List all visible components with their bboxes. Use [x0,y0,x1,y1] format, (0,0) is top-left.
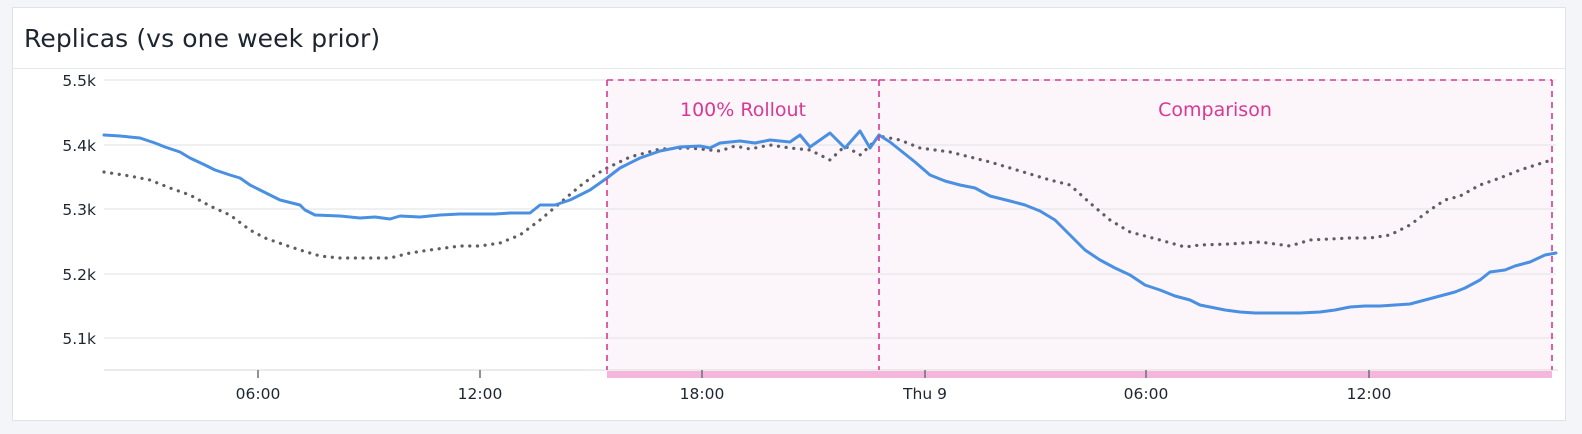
rollout-region[interactable] [607,80,879,370]
comparison-annotation-label: Comparison [1158,99,1272,121]
series-prior-week[interactable] [102,134,1554,260]
x-tick-label: 06:00 [236,385,281,403]
comparison-region[interactable] [879,80,1552,370]
x-tick-label: 06:00 [1124,385,1169,403]
widget-header[interactable]: Replicas (vs one week prior) [13,8,1565,69]
y-tick-label: 5.5k [62,72,96,90]
rollout-annotation-label: 100% Rollout [680,99,806,121]
annotation-strip[interactable] [607,371,1552,378]
x-tick-label: 12:00 [1347,385,1392,403]
annotation-borders [606,79,1553,370]
y-axis: 5.5k 5.4k 5.3k 5.2k 5.1k [62,72,96,348]
x-tick-label: 18:00 [680,385,725,403]
x-tick-label: 12:00 [458,385,503,403]
y-tick-label: 5.2k [62,266,96,284]
y-tick-label: 5.4k [62,137,96,155]
x-axis-ticks [257,370,1370,378]
widget-title: Replicas (vs one week prior) [24,23,381,53]
y-tick-label: 5.3k [62,201,96,219]
x-tick-label: Thu 9 [902,385,947,403]
series-current[interactable] [102,129,1558,315]
x-axis: 06:00 12:00 18:00 Thu 9 06:00 12:00 [236,385,1392,403]
y-tick-label: 5.1k [62,330,96,348]
